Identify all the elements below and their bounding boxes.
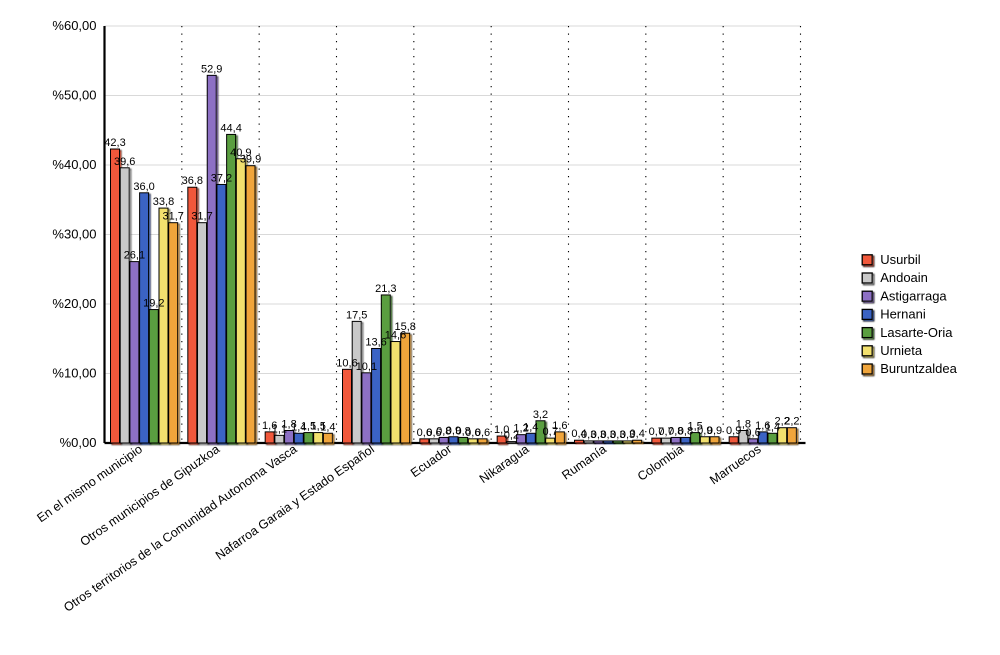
svg-text:Hernani: Hernani: [880, 307, 926, 322]
svg-text:21,3: 21,3: [375, 283, 396, 295]
svg-text:17,5: 17,5: [346, 309, 367, 321]
svg-text:0,9: 0,9: [707, 425, 722, 437]
svg-text:%20,00: %20,00: [52, 296, 96, 311]
svg-text:%10,00: %10,00: [52, 366, 96, 381]
svg-text:19,2: 19,2: [143, 298, 164, 310]
svg-text:2,2: 2,2: [784, 416, 799, 428]
svg-text:%50,00: %50,00: [52, 88, 96, 103]
svg-text:Astigarraga: Astigarraga: [880, 288, 947, 303]
svg-text:37,2: 37,2: [211, 172, 232, 184]
svg-text:33,8: 33,8: [153, 196, 174, 208]
svg-text:15,8: 15,8: [394, 321, 415, 333]
svg-text:%0,00: %0,00: [60, 435, 97, 450]
svg-text:39,9: 39,9: [240, 154, 261, 166]
svg-text:10,6: 10,6: [336, 357, 357, 369]
svg-text:39,6: 39,6: [114, 156, 135, 168]
svg-text:13,6: 13,6: [365, 336, 386, 348]
svg-text:Lasarte-Oria: Lasarte-Oria: [880, 325, 953, 340]
svg-text:31,7: 31,7: [191, 211, 212, 223]
svg-text:26,1: 26,1: [124, 250, 145, 262]
svg-text:1,6: 1,6: [552, 420, 567, 432]
svg-text:0,4: 0,4: [630, 428, 645, 440]
svg-text:1,4: 1,4: [320, 421, 335, 433]
svg-text:10,1: 10,1: [356, 361, 377, 373]
svg-text:31,7: 31,7: [162, 211, 183, 223]
svg-text:44,4: 44,4: [220, 122, 241, 134]
svg-text:36,0: 36,0: [133, 181, 154, 193]
svg-text:Urnieta: Urnieta: [880, 343, 923, 358]
svg-text:1,4: 1,4: [523, 421, 538, 433]
svg-text:%30,00: %30,00: [52, 227, 96, 242]
svg-text:Buruntzaldea: Buruntzaldea: [880, 361, 957, 376]
svg-text:52,9: 52,9: [201, 63, 222, 75]
svg-text:Andoain: Andoain: [880, 270, 928, 285]
svg-text:%40,00: %40,00: [52, 157, 96, 172]
svg-text:Usurbil: Usurbil: [880, 252, 921, 267]
svg-text:42,3: 42,3: [104, 137, 125, 149]
svg-text:%60,00: %60,00: [52, 18, 96, 33]
svg-text:3,2: 3,2: [533, 409, 548, 421]
svg-text:36,8: 36,8: [182, 175, 203, 187]
svg-text:0,6: 0,6: [475, 427, 490, 439]
